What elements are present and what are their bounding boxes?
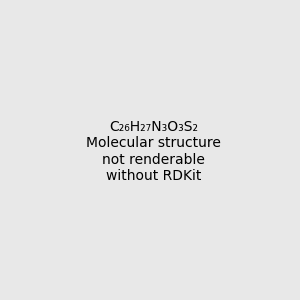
Text: C₂₆H₂₇N₃O₃S₂
Molecular structure
not renderable
without RDKit: C₂₆H₂₇N₃O₃S₂ Molecular structure not ren… [86, 120, 221, 183]
